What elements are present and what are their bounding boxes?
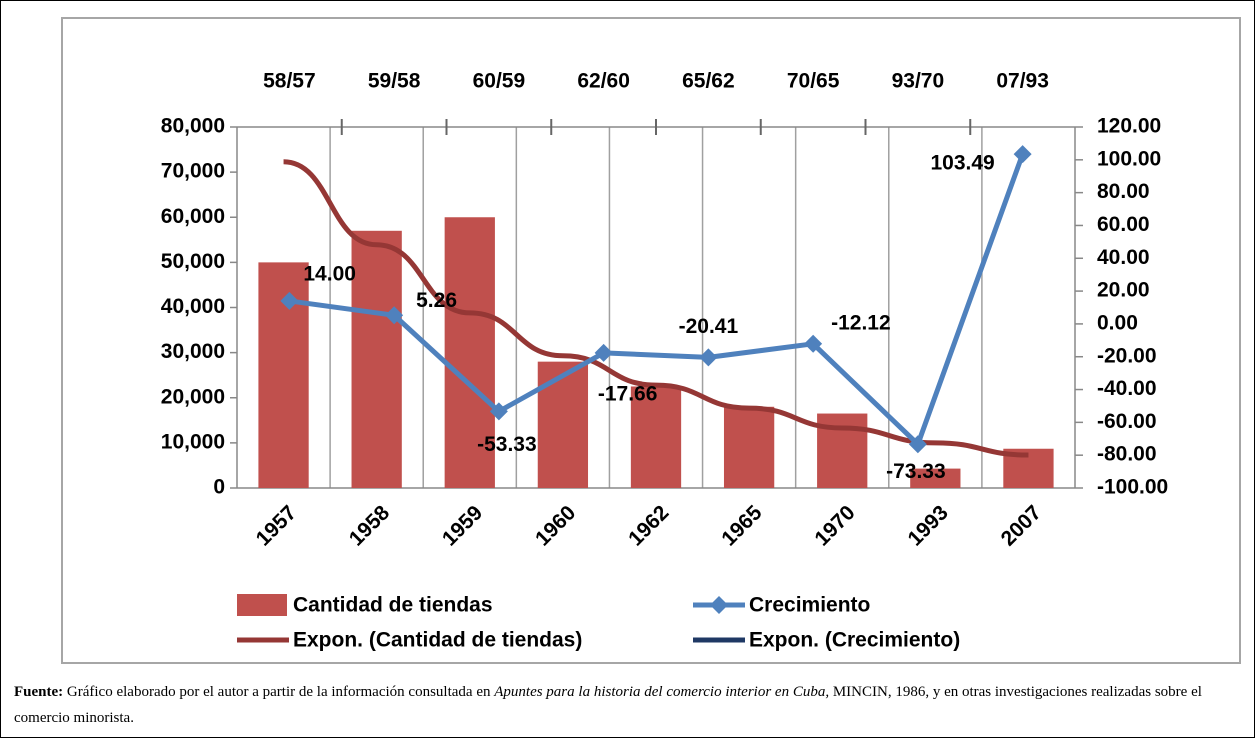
top-tick-label: 59/58 xyxy=(368,70,421,93)
data-label: -17.66 xyxy=(598,382,658,405)
top-tick-label: 07/93 xyxy=(996,70,1049,93)
y-tick-label: 10,000 xyxy=(161,430,225,453)
legend-label: Expon. (Cantidad de tiendas) xyxy=(293,629,582,652)
y2-tick-label: -100.00 xyxy=(1097,476,1168,499)
y-tick-label: 30,000 xyxy=(161,340,225,363)
data-label: 5.26 xyxy=(416,289,457,312)
y2-tick-label: 100.00 xyxy=(1097,147,1161,170)
caption-text: MINCIN, 1986, y en otras investigaciones… xyxy=(14,684,1202,726)
legend-marker xyxy=(710,596,728,614)
legend-label: Crecimiento xyxy=(749,594,870,617)
line-marker xyxy=(804,334,823,353)
line-marker xyxy=(908,435,927,454)
y2-tick-label: -60.00 xyxy=(1097,410,1157,433)
line-marker xyxy=(594,343,613,362)
bar xyxy=(723,406,775,488)
bar xyxy=(910,468,961,488)
data-label: 103.49 xyxy=(931,152,995,175)
line-marker xyxy=(385,306,404,325)
top-tick-label: 60/59 xyxy=(473,70,526,93)
y2-tick-label: -20.00 xyxy=(1097,344,1157,367)
top-tick-label: 93/70 xyxy=(892,70,945,93)
legend-label: Cantidad de tiendas xyxy=(293,594,493,617)
bar xyxy=(351,230,402,488)
line-marker xyxy=(1013,145,1032,164)
legend-swatch xyxy=(237,594,287,616)
caption-label: Fuente: xyxy=(14,684,64,700)
data-label: 14.00 xyxy=(303,262,356,285)
line-marker xyxy=(699,348,718,367)
trend-line xyxy=(283,159,1029,458)
legend-label: Expon. (Crecimiento) xyxy=(749,629,960,652)
y2-tick-label: 20.00 xyxy=(1097,279,1150,302)
top-tick-label: 58/57 xyxy=(263,70,316,93)
line-marker xyxy=(280,291,299,310)
data-label: -12.12 xyxy=(831,311,891,334)
y-tick-label: 20,000 xyxy=(161,385,225,408)
y-tick-label: 60,000 xyxy=(161,205,225,228)
y2-tick-label: -40.00 xyxy=(1097,377,1157,400)
top-tick-label: 65/62 xyxy=(682,70,735,93)
bar xyxy=(630,386,682,488)
bar xyxy=(258,262,309,488)
line xyxy=(289,153,1025,447)
y-tick-label: 0 xyxy=(213,476,225,499)
line-marker xyxy=(489,402,508,421)
caption-text: Gráfico elaborado por el autor a partir … xyxy=(63,684,495,700)
caption: Fuente: Gráfico elaborado por el autor a… xyxy=(14,679,1244,731)
y-tick-label: 80,000 xyxy=(161,115,225,138)
y-tick-label: 70,000 xyxy=(161,160,225,183)
y2-tick-label: 40.00 xyxy=(1097,246,1150,269)
bar xyxy=(444,217,495,488)
data-label: -53.33 xyxy=(477,433,537,456)
chart: 0 10,000 20,000 30,000 40,000 50,000 60,000 70,… xyxy=(61,17,1241,664)
bar xyxy=(537,361,589,488)
y2-tick-label: 80.00 xyxy=(1097,180,1150,203)
y2-tick-label: -80.00 xyxy=(1097,443,1157,466)
data-label: -20.41 xyxy=(679,315,739,338)
y2-tick-label: 120.00 xyxy=(1097,115,1161,138)
top-tick-label: 70/65 xyxy=(787,70,840,93)
top-tick-label: 62/60 xyxy=(577,70,630,93)
data-label: -73.33 xyxy=(886,460,946,483)
caption-italic: Apuntes para la historia del comercio in… xyxy=(494,684,830,700)
chart-frame xyxy=(61,17,1241,664)
y-tick-label: 50,000 xyxy=(161,250,225,273)
y-tick-label: 40,000 xyxy=(161,295,225,318)
y2-tick-label: 60.00 xyxy=(1097,213,1150,236)
y2-tick-label: 0.00 xyxy=(1097,311,1138,334)
